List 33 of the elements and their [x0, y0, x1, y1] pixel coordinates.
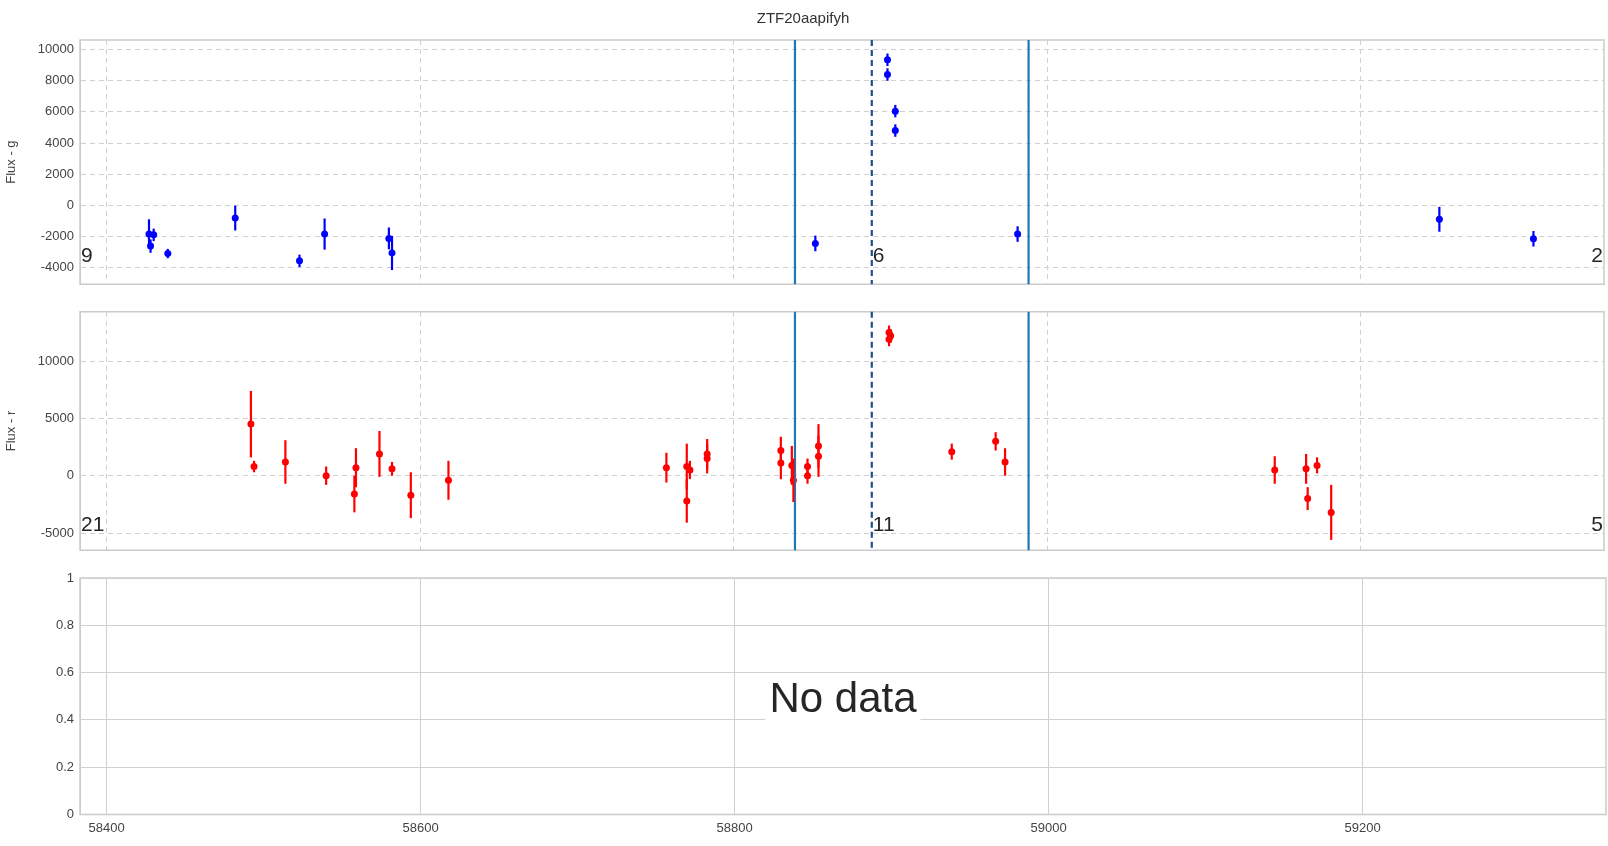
y-tick-label: 0	[66, 805, 74, 821]
y-tick-label: 10000	[37, 41, 74, 57]
annotation: No data	[769, 673, 918, 721]
y-tick-label: 0.4	[55, 711, 74, 727]
annotation: 11	[872, 511, 895, 535]
x-tick-label: 58400	[88, 819, 125, 835]
y-tick-label: 6000	[45, 103, 74, 119]
y-tick-label: 0.8	[55, 616, 74, 632]
annotation: 21	[81, 511, 105, 535]
x-tick-label: 59000	[1030, 819, 1067, 835]
y-tick-label: -4000	[40, 259, 74, 275]
chart-title: ZTF20aapifyh	[756, 9, 850, 27]
annotation: 5	[1591, 511, 1603, 535]
y-tick-label: 4000	[45, 134, 74, 150]
y-tick-label: -2000	[40, 228, 74, 243]
annotation: 9	[81, 242, 93, 266]
annotation: 2	[1591, 242, 1603, 266]
y-tick-label: 0	[66, 196, 74, 212]
annotation: 6	[872, 242, 885, 266]
y-tick-label: 2000	[45, 165, 74, 181]
y-tick-label: 8000	[45, 72, 74, 88]
x-tick-label: 58600	[402, 819, 439, 835]
y-tick-label: 0.2	[55, 758, 74, 774]
x-tick-label: 59200	[1344, 819, 1381, 835]
y-tick-label: 0	[66, 467, 74, 483]
y-tick-label: 0.6	[55, 664, 74, 680]
y-tick-label: 1	[66, 569, 74, 585]
x-tick-label: 58800	[716, 819, 753, 835]
y-axis-title: Flux - g	[3, 140, 19, 184]
y-tick-label: 5000	[45, 409, 74, 425]
y-axis-title: Flux - r	[3, 410, 19, 452]
y-tick-label: -5000	[40, 524, 74, 540]
y-tick-label: 10000	[37, 352, 74, 368]
